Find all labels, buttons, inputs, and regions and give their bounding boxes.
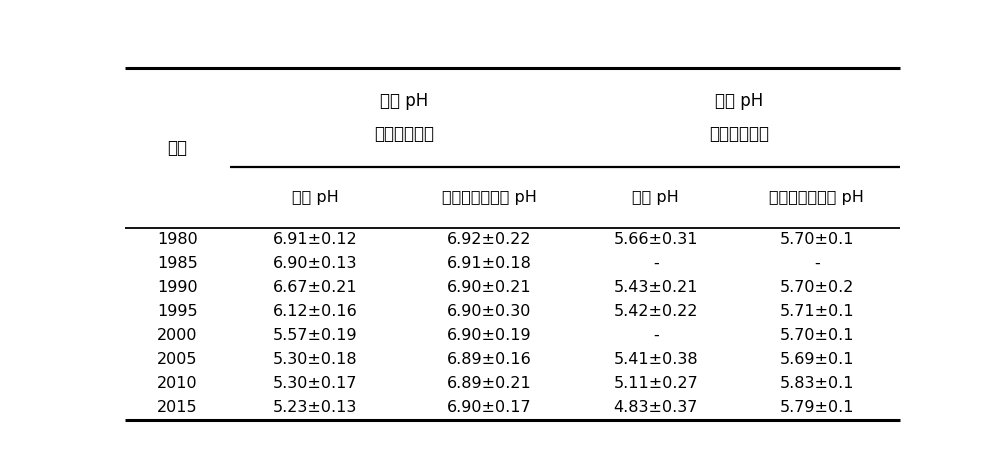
Text: 5.41±0.38: 5.41±0.38 [614, 352, 698, 367]
Text: 5.69±0.1: 5.69±0.1 [779, 352, 854, 367]
Text: 无人为干扰土壤 pH: 无人为干扰土壤 pH [442, 190, 537, 205]
Text: 6.92±0.22: 6.92±0.22 [447, 232, 532, 247]
Text: 1990: 1990 [157, 280, 198, 295]
Text: 2010: 2010 [157, 377, 198, 391]
Text: 6.91±0.18: 6.91±0.18 [447, 256, 532, 271]
Text: 5.83±0.1: 5.83±0.1 [779, 377, 854, 391]
Text: 2015: 2015 [157, 400, 198, 416]
Text: 6.90±0.17: 6.90±0.17 [447, 400, 532, 416]
Text: 5.66±0.31: 5.66±0.31 [614, 232, 698, 247]
Text: -: - [653, 328, 659, 343]
Text: 6.89±0.16: 6.89±0.16 [447, 352, 532, 367]
Text: 4.83±0.37: 4.83±0.37 [614, 400, 698, 416]
Text: 5.57±0.19: 5.57±0.19 [273, 328, 357, 343]
Text: 年份: 年份 [167, 139, 187, 157]
Text: 6.90±0.21: 6.90±0.21 [447, 280, 532, 295]
Text: 5.79±0.1: 5.79±0.1 [779, 400, 854, 416]
Text: 5.70±0.2: 5.70±0.2 [780, 280, 854, 295]
Text: 1980: 1980 [157, 232, 198, 247]
Text: 6.89±0.21: 6.89±0.21 [447, 377, 532, 391]
Text: 6.12±0.16: 6.12±0.16 [272, 304, 357, 319]
Text: （中性土壤）: （中性土壤） [374, 125, 434, 143]
Text: 5.43±0.21: 5.43±0.21 [614, 280, 698, 295]
Text: -: - [814, 256, 820, 271]
Text: 棕壤 pH: 棕壤 pH [380, 92, 428, 110]
Text: 5.11±0.27: 5.11±0.27 [614, 377, 698, 391]
Text: 5.23±0.13: 5.23±0.13 [273, 400, 357, 416]
Text: 5.30±0.17: 5.30±0.17 [273, 377, 357, 391]
Text: 农田 pH: 农田 pH [292, 190, 338, 205]
Text: 红壤 pH: 红壤 pH [715, 92, 763, 110]
Text: 6.90±0.19: 6.90±0.19 [447, 328, 532, 343]
Text: 2005: 2005 [157, 352, 198, 367]
Text: 1995: 1995 [157, 304, 198, 319]
Text: -: - [653, 256, 659, 271]
Text: 5.70±0.1: 5.70±0.1 [779, 328, 854, 343]
Text: 5.30±0.18: 5.30±0.18 [273, 352, 357, 367]
Text: 6.67±0.21: 6.67±0.21 [273, 280, 357, 295]
Text: 无人为干扰土壤 pH: 无人为干扰土壤 pH [769, 190, 864, 205]
Text: 2000: 2000 [157, 328, 198, 343]
Text: 6.91±0.12: 6.91±0.12 [272, 232, 357, 247]
Text: 1985: 1985 [157, 256, 198, 271]
Text: 6.90±0.30: 6.90±0.30 [447, 304, 531, 319]
Text: 5.70±0.1: 5.70±0.1 [779, 232, 854, 247]
Text: 5.71±0.1: 5.71±0.1 [779, 304, 854, 319]
Text: 5.42±0.22: 5.42±0.22 [614, 304, 698, 319]
Text: （酸性土壤）: （酸性土壤） [709, 125, 769, 143]
Text: 农田 pH: 农田 pH [633, 190, 679, 205]
Text: 6.90±0.13: 6.90±0.13 [273, 256, 357, 271]
